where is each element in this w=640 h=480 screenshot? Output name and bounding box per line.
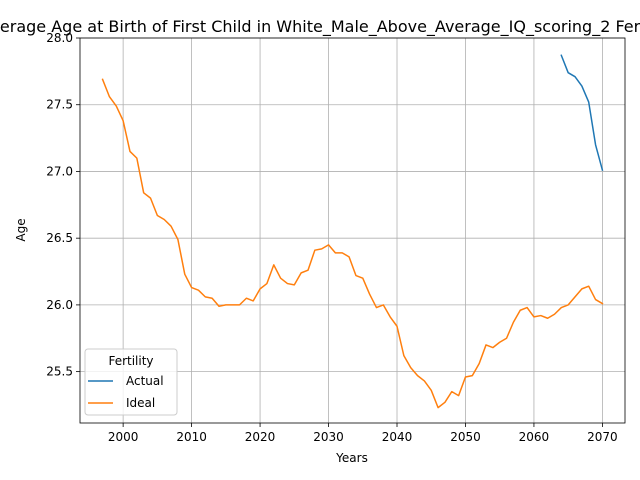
series-line-ideal bbox=[101, 78, 604, 409]
y-tick-label: 28.0 bbox=[46, 31, 73, 45]
y-axis-label: Age bbox=[14, 218, 28, 241]
y-tick-label: 26.0 bbox=[46, 298, 73, 312]
x-tick-label: 2070 bbox=[587, 430, 618, 444]
legend: Fertility Actual Ideal bbox=[84, 348, 178, 416]
series-layer bbox=[101, 54, 604, 409]
y-axis: 25.5 26.0 26.5 27.0 27.5 28.0 bbox=[46, 31, 80, 379]
series-line-actual bbox=[560, 54, 604, 172]
legend-box bbox=[84, 348, 178, 416]
chart-title: Average Age at Birth of First Child in W… bbox=[0, 17, 640, 37]
x-tick-label: 2030 bbox=[313, 430, 344, 444]
x-tick-label: 2010 bbox=[176, 430, 207, 444]
x-tick-label: 2050 bbox=[450, 430, 481, 444]
y-tick-label: 27.5 bbox=[46, 98, 73, 112]
x-tick-label: 2040 bbox=[382, 430, 413, 444]
y-tick-label: 27.0 bbox=[46, 164, 73, 178]
x-tick-label: 2060 bbox=[519, 430, 550, 444]
x-axis: 2000 2010 2020 2030 2040 2050 2060 2070 bbox=[108, 423, 618, 444]
x-axis-label: Years bbox=[335, 451, 368, 465]
legend-label-actual: Actual bbox=[126, 374, 164, 388]
x-tick-label: 2000 bbox=[108, 430, 139, 444]
plot-frame bbox=[79, 37, 626, 424]
legend-label-ideal: Ideal bbox=[126, 396, 155, 410]
legend-title: Fertility bbox=[108, 354, 153, 368]
y-tick-label: 26.5 bbox=[46, 231, 73, 245]
y-tick-label: 25.5 bbox=[46, 365, 73, 379]
x-tick-label: 2020 bbox=[245, 430, 276, 444]
